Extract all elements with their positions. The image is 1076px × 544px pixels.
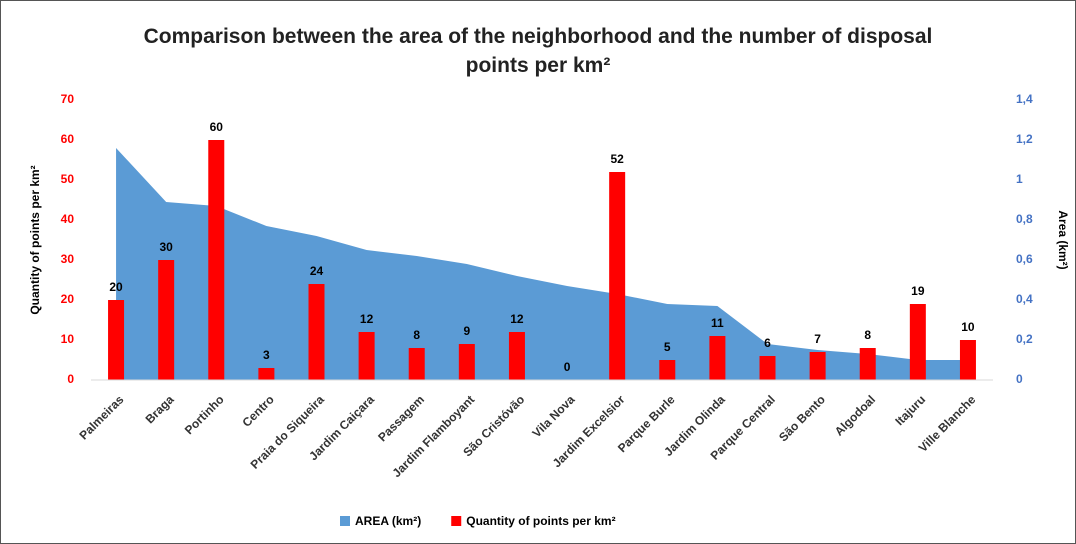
bar <box>408 348 425 380</box>
y2-tick-label: 0,8 <box>1016 212 1033 226</box>
data-label: 0 <box>564 360 571 374</box>
y-tick-label: 10 <box>61 332 75 346</box>
y2-tick-label: 0,2 <box>1016 332 1033 346</box>
data-label: 19 <box>911 284 925 298</box>
y-tick-label: 20 <box>61 292 75 306</box>
x-tick-label: Itajuru <box>892 392 928 428</box>
data-label: 12 <box>510 312 524 326</box>
data-label: 60 <box>210 120 224 134</box>
bar <box>208 140 225 380</box>
y-tick-label: 50 <box>61 172 75 186</box>
x-tick-label: Vila Nova <box>529 392 577 440</box>
y-axis-label: Quantity of points per km² <box>28 165 42 314</box>
bar <box>358 332 375 380</box>
bar <box>709 336 726 380</box>
y-tick-label: 0 <box>67 372 74 386</box>
data-label: 52 <box>610 152 624 166</box>
data-label: 10 <box>961 320 975 334</box>
y-tick-label: 60 <box>61 132 75 146</box>
y-tick-label: 30 <box>61 252 75 266</box>
y2-tick-label: 1,2 <box>1016 132 1033 146</box>
bar <box>108 300 125 380</box>
bar <box>959 340 976 380</box>
bar <box>909 304 926 380</box>
data-label: 7 <box>814 332 821 346</box>
data-label: 12 <box>360 312 374 326</box>
legend-swatch <box>340 516 350 526</box>
bar <box>859 348 876 380</box>
y2-axis-label: Area (km²) <box>1056 210 1070 269</box>
legend-swatch <box>451 516 462 526</box>
x-tick-label: Palmeiras <box>76 392 126 442</box>
bar <box>308 284 325 380</box>
data-label: 3 <box>263 348 270 362</box>
bar <box>609 172 626 380</box>
legend-label: AREA (km²) <box>355 514 421 528</box>
bar <box>458 344 475 380</box>
bar <box>659 360 676 380</box>
y2-tick-label: 0,6 <box>1016 252 1033 266</box>
y-tick-label: 70 <box>61 92 75 106</box>
x-tick-label: Braga <box>143 392 177 426</box>
bar <box>759 356 776 380</box>
legend-label: Quantity of points per km² <box>466 514 615 528</box>
data-label: 11 <box>711 316 724 330</box>
data-label: 5 <box>664 340 671 354</box>
chart-title: Comparison between the area of the neigh… <box>143 25 933 77</box>
data-label: 8 <box>864 328 871 342</box>
y2-tick-label: 0,4 <box>1016 292 1033 306</box>
data-label: 24 <box>310 264 324 278</box>
x-tick-label: Centro <box>240 392 277 429</box>
x-tick-label: Portinho <box>182 392 227 437</box>
x-tick-label: Passagem <box>375 392 427 444</box>
data-label: 9 <box>463 324 470 338</box>
data-label: 6 <box>764 336 771 350</box>
x-tick-label: São Bento <box>776 392 828 444</box>
bar <box>258 368 275 380</box>
y-tick-label: 40 <box>61 212 75 226</box>
data-label: 20 <box>109 280 123 294</box>
bar <box>809 352 826 380</box>
y2-tick-label: 0 <box>1016 372 1023 386</box>
x-tick-label: Algodoal <box>832 392 878 438</box>
data-label: 30 <box>159 240 173 254</box>
y2-tick-label: 1 <box>1016 172 1023 186</box>
area <box>116 148 968 380</box>
data-label: 8 <box>413 328 420 342</box>
bar <box>158 260 175 380</box>
y2-tick-label: 1,4 <box>1016 92 1033 106</box>
bar <box>508 332 525 380</box>
